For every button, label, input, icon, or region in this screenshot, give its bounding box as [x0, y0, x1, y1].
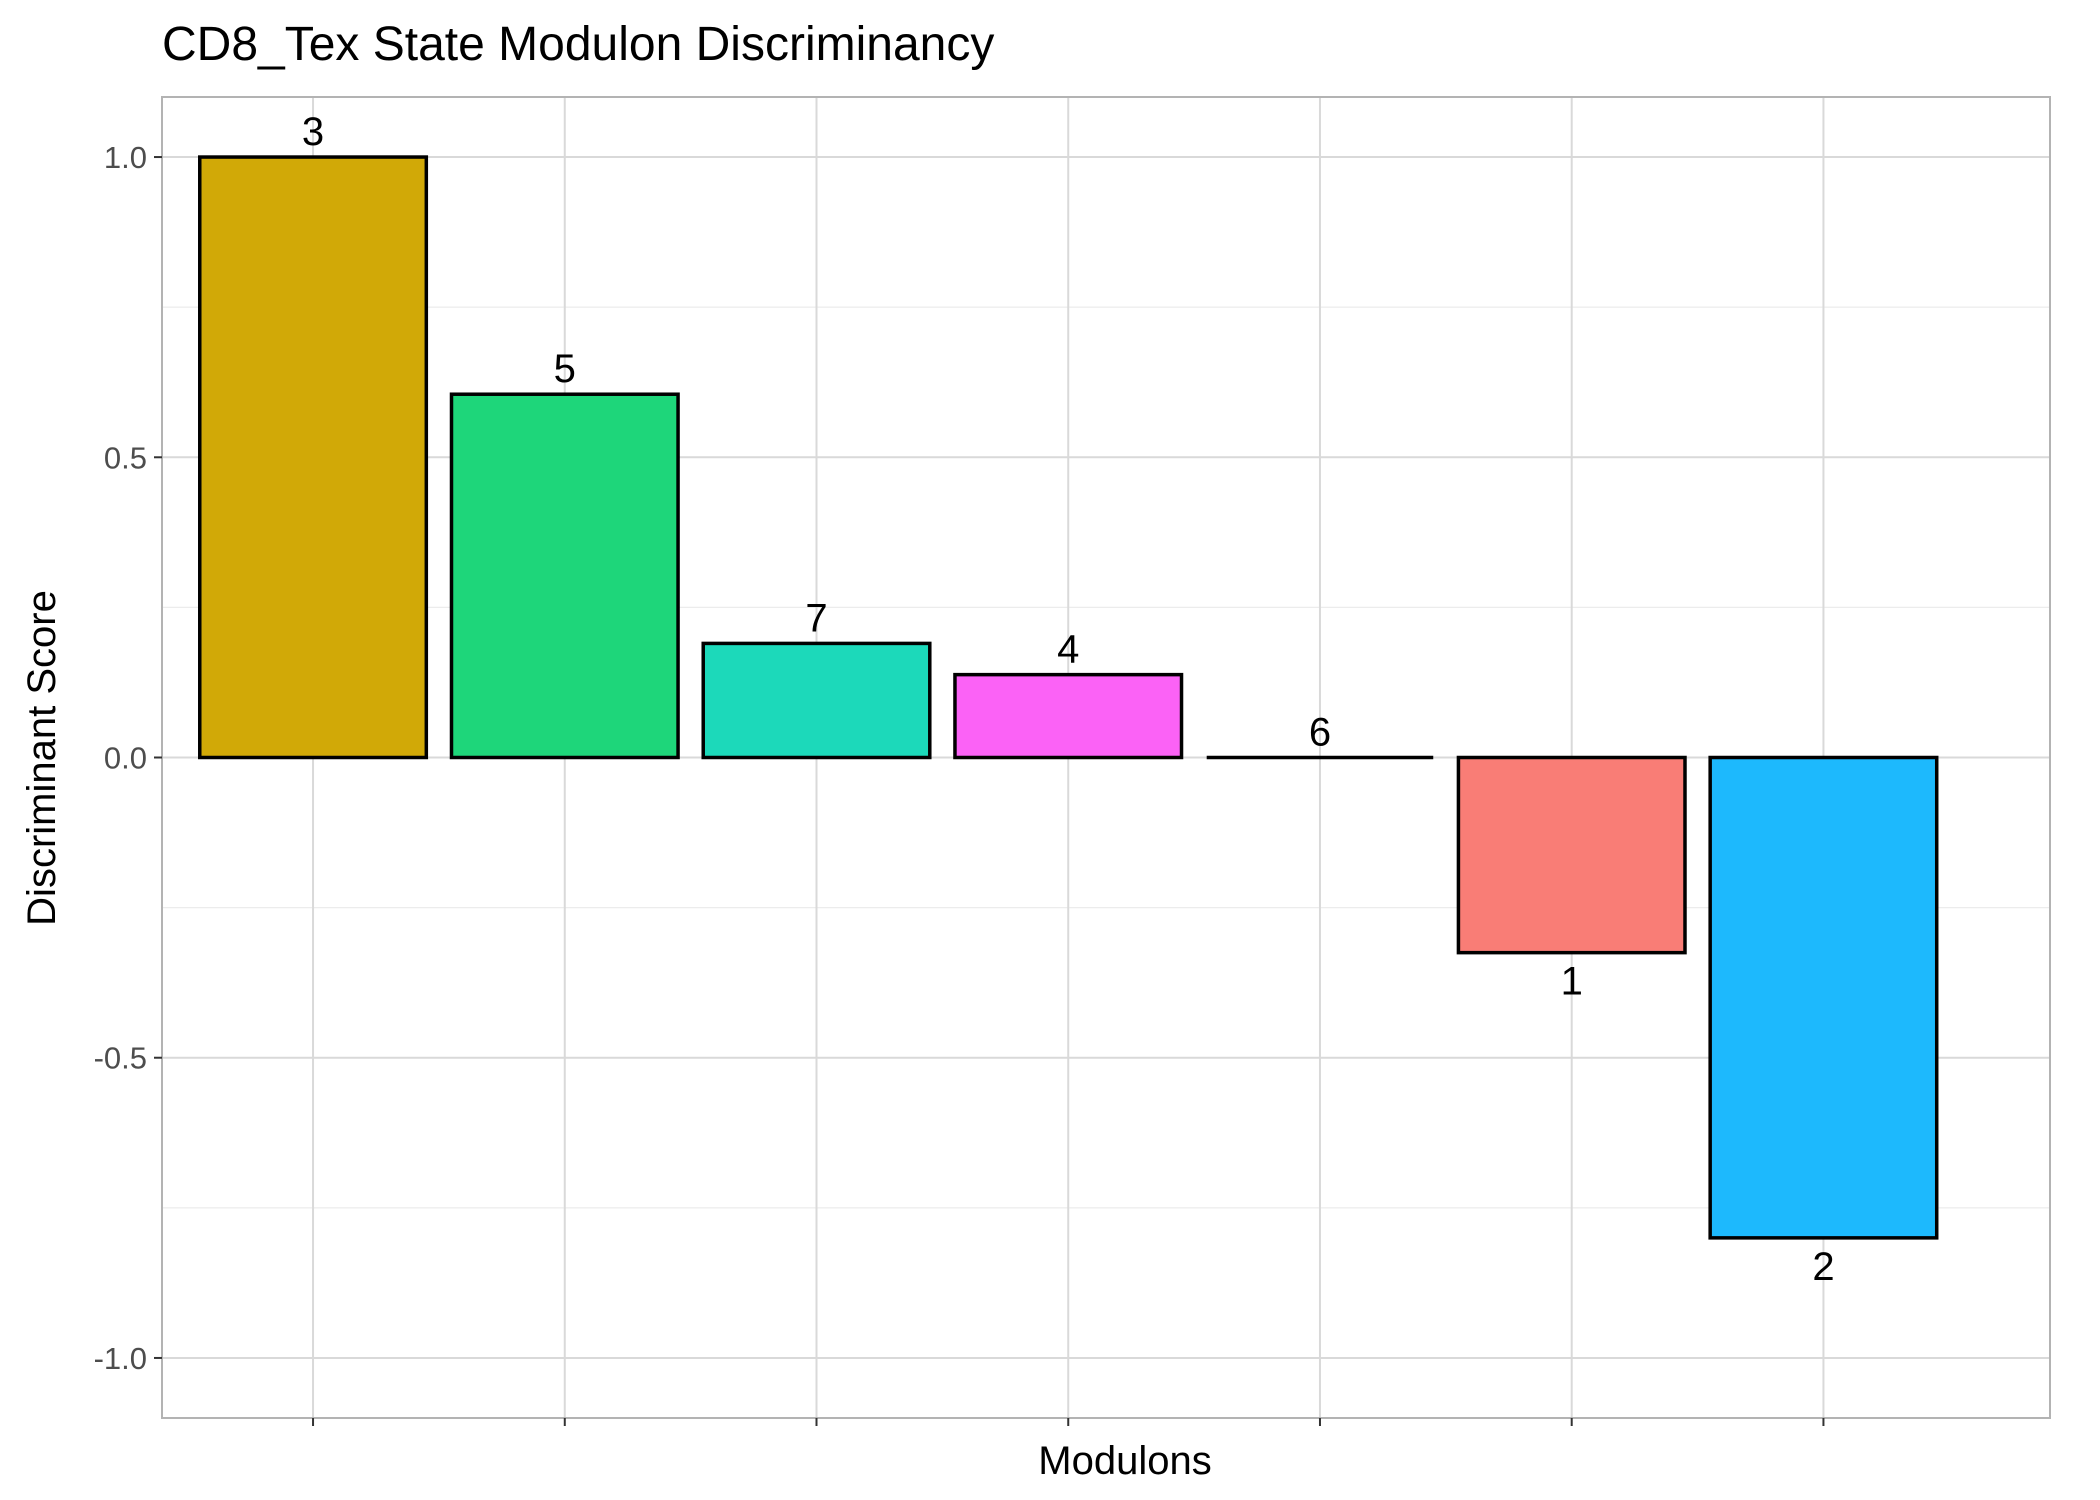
bar-label-4: 4: [1057, 628, 1079, 672]
y-tick-label: 0.0: [104, 741, 147, 776]
bar-label-7: 7: [805, 596, 827, 640]
y-tick-label: 1.0: [104, 140, 147, 175]
bar-label-6: 6: [1309, 711, 1331, 755]
bars: [198, 155, 1939, 1240]
bar-1: [1456, 755, 1687, 955]
bar-label-2: 2: [1812, 1245, 1834, 1289]
bar-label-3: 3: [302, 110, 324, 154]
bar-labels: 3 5 7 4 6 1 2: [302, 110, 1835, 1289]
y-tick-label: -0.5: [94, 1041, 147, 1076]
x-axis-title: Modulons: [1038, 1439, 1211, 1483]
y-tick-label: 0.5: [104, 440, 147, 475]
bar-5: [449, 392, 680, 760]
chart-title: CD8_Tex State Modulon Discriminancy: [162, 18, 994, 71]
y-tick-label: -1.0: [94, 1341, 147, 1376]
bar-7: [701, 641, 932, 760]
bar-2: [1708, 755, 1939, 1240]
bar-label-1: 1: [1561, 960, 1583, 1004]
bar-4: [953, 672, 1184, 760]
y-axis-ticks: -1.0 -0.5 0.0 0.5 1.0: [94, 140, 1825, 1426]
bar-3: [198, 155, 429, 760]
bar-label-5: 5: [554, 347, 576, 391]
y-axis-title: Discriminant Score: [20, 590, 64, 926]
